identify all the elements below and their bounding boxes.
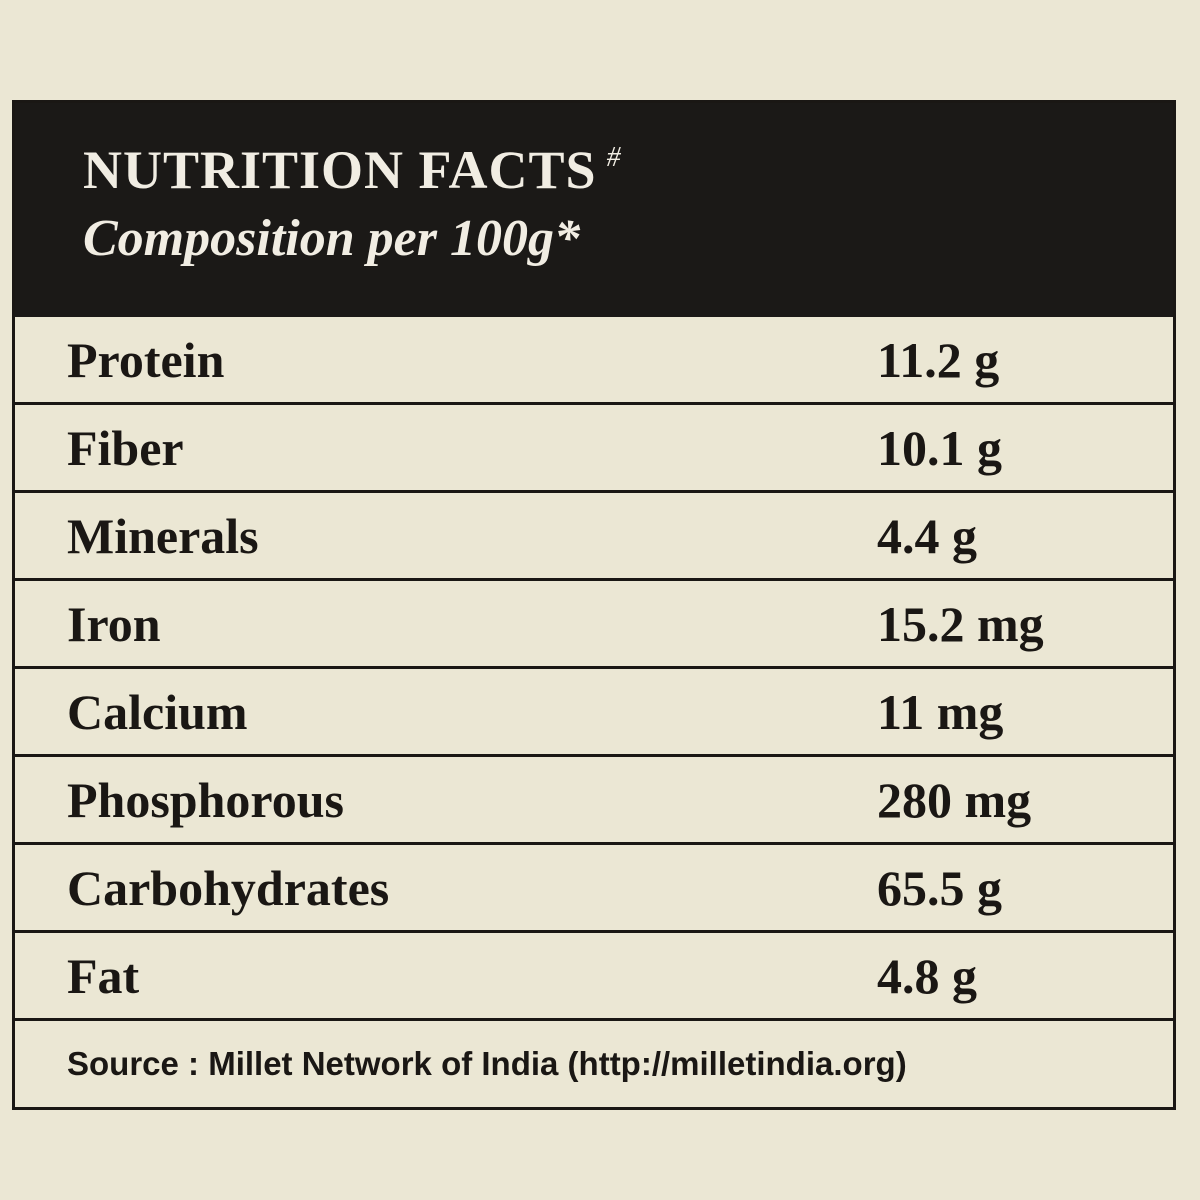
nutrient-name: Calcium bbox=[67, 684, 248, 740]
subtitle: Composition per 100g* bbox=[83, 210, 580, 267]
nutrient-name: Iron bbox=[67, 596, 161, 652]
nutrient-amount: 11 mg bbox=[877, 684, 1004, 740]
table-row: Protein 11.2 g bbox=[15, 317, 1173, 405]
nutrient-name: Carbohydrates bbox=[67, 860, 390, 916]
nutrient-amount: 10.1 g bbox=[877, 420, 1002, 476]
nutrient-name: Fat bbox=[67, 948, 140, 1004]
nutrient-amount: 4.4 g bbox=[877, 508, 977, 564]
title: NUTRITION FACTS bbox=[83, 140, 597, 200]
nutrient-amount: 65.5 g bbox=[877, 860, 1002, 916]
table-row: Calcium 11 mg bbox=[15, 669, 1173, 757]
nutrient-amount: 11.2 g bbox=[877, 332, 1000, 388]
nutrition-label: NUTRITION FACTS # Composition per 100g* P… bbox=[12, 100, 1176, 1110]
title-mark: # bbox=[606, 142, 622, 173]
nutrient-name: Phosphorous bbox=[67, 772, 344, 828]
table-row: Iron 15.2 mg bbox=[15, 581, 1173, 669]
table-row: Carbohydrates 65.5 g bbox=[15, 845, 1173, 933]
table-row: Fiber 10.1 g bbox=[15, 405, 1173, 493]
nutrient-name: Protein bbox=[67, 332, 225, 388]
source: Source : Millet Network of India (http:/… bbox=[67, 1045, 907, 1082]
title-line: NUTRITION FACTS # bbox=[83, 139, 622, 201]
nutrient-name: Minerals bbox=[67, 508, 259, 564]
table-row: Fat 4.8 g bbox=[15, 933, 1173, 1021]
table-row: Minerals 4.4 g bbox=[15, 493, 1173, 581]
nutrient-amount: 15.2 mg bbox=[877, 596, 1044, 652]
table-row: Phosphorous 280 mg bbox=[15, 757, 1173, 845]
nutrient-amount: 280 mg bbox=[877, 772, 1032, 828]
header: NUTRITION FACTS # Composition per 100g* bbox=[15, 103, 1173, 317]
nutrient-amount: 4.8 g bbox=[877, 948, 977, 1004]
nutrient-name: Fiber bbox=[67, 420, 184, 476]
